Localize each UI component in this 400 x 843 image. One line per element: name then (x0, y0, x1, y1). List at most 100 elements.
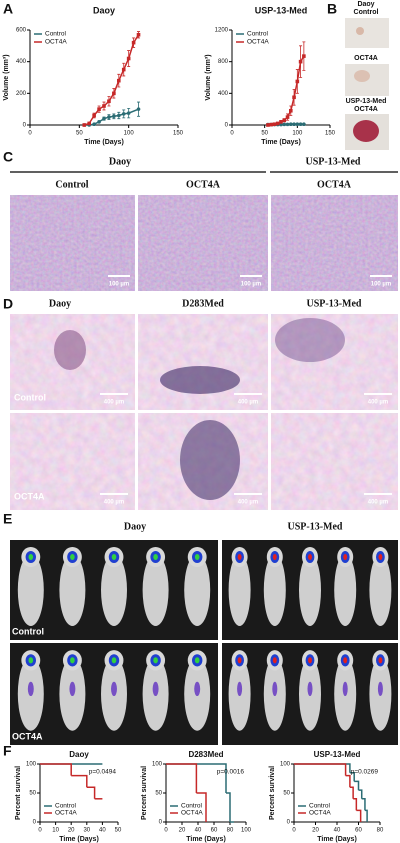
data-point (285, 122, 290, 127)
mouse (334, 554, 357, 626)
legend-label: OCT4A (247, 39, 269, 46)
scale-bars: 400 µm 400 µm 400 µm 400 µm 400 µm 400 µ… (100, 393, 392, 506)
legend-label: OCT4A (55, 810, 77, 817)
data-point (298, 59, 303, 64)
column-header: D283Med (182, 298, 224, 309)
column-header: OCT4A (186, 179, 221, 190)
histology-image (138, 314, 268, 410)
signal (237, 681, 243, 697)
y-axis-label: Percent survival (15, 766, 22, 820)
x-tick-label: 50 (76, 131, 83, 137)
mouse (101, 554, 127, 626)
legend-label: Control (309, 803, 331, 810)
panel-label: C (3, 149, 13, 165)
mouse (228, 554, 251, 626)
data-point (131, 40, 136, 45)
signal-core (308, 554, 312, 560)
series-line (84, 34, 140, 126)
column-header: Control (55, 179, 88, 190)
legend-label: Control (55, 803, 77, 810)
column-header: Daoy (124, 521, 146, 532)
signal-core (70, 554, 75, 560)
tumor-region (275, 318, 345, 362)
signal (69, 681, 76, 697)
data-point (121, 67, 126, 72)
panel-label: E (3, 511, 12, 527)
legend-label: Control (247, 31, 269, 38)
signal-core (28, 657, 34, 664)
y-tick-label: 400 (16, 59, 27, 65)
photo-group: USP-13-Med (346, 98, 387, 105)
y-axis-label: Percent survival (269, 766, 276, 820)
y-tick-label: 0 (33, 820, 37, 826)
y-tick-label: 0 (159, 820, 163, 826)
data-point (295, 122, 300, 127)
mouse (263, 554, 286, 626)
row-label: OCT4A (14, 491, 45, 501)
data-point (107, 99, 111, 104)
group-header: Daoy (109, 156, 131, 167)
y-tick-label: 50 (283, 791, 290, 797)
mouse (17, 554, 44, 626)
photo-group: Daoy (357, 1, 374, 8)
signal-core (378, 554, 383, 560)
signal-core (378, 657, 383, 664)
x-tick-label: 80 (377, 828, 384, 834)
x-tick-label: 0 (164, 828, 168, 834)
data-point (136, 107, 141, 111)
signal-core (153, 657, 158, 664)
x-tick-label: 0 (28, 131, 32, 137)
photo-label: OCT4A (354, 55, 378, 62)
signal-core (237, 657, 242, 664)
signal-core (153, 554, 158, 560)
scale-label: 100 µm (371, 282, 391, 288)
x-tick-label: 20 (312, 828, 319, 834)
legend-label: Control (181, 803, 203, 810)
survival-step (294, 763, 347, 776)
data-point (302, 122, 306, 127)
mouse (142, 554, 169, 626)
x-tick-label: 20 (179, 828, 186, 834)
p-value: p=0.0269 (351, 769, 379, 776)
x-tick-label: 40 (334, 828, 341, 834)
tumor (356, 27, 364, 35)
y-tick-label: 100 (280, 762, 291, 768)
signal (152, 681, 159, 697)
signal-core (111, 554, 117, 560)
mouse (184, 554, 211, 626)
signal-core (70, 657, 75, 664)
x-axis-label: Time (Days) (317, 836, 357, 843)
data-point (92, 113, 96, 118)
signal (111, 681, 117, 697)
y-tick-label: 600 (16, 28, 27, 34)
signal-core (308, 657, 312, 664)
y-tick-label: 0 (287, 820, 291, 826)
x-tick-label: 20 (68, 828, 75, 834)
x-axis-label: Time (Days) (59, 836, 99, 843)
mouse (299, 554, 321, 626)
tumor-photo (345, 18, 389, 48)
tumor-region (54, 330, 86, 370)
x-axis-label: Time (Days) (261, 139, 301, 146)
data-point (285, 115, 290, 119)
x-tick-label: 80 (227, 828, 234, 834)
scale-label: 400 µm (238, 400, 258, 406)
data-point (266, 123, 270, 127)
survival-step (226, 792, 231, 822)
signal (342, 681, 348, 697)
x-tick-label: 50 (261, 131, 268, 137)
y-axis-label: Percent survival (141, 766, 148, 820)
data-point (97, 120, 101, 124)
signal-core (343, 657, 348, 664)
photo-label: OCT4A (354, 106, 378, 113)
scale-label: 400 µm (104, 500, 124, 506)
p-value: p=0.0016 (217, 769, 245, 776)
y-tick-label: 50 (155, 791, 162, 797)
scale-label: 400 µm (104, 400, 124, 406)
x-tick-label: 100 (241, 828, 252, 834)
signal (27, 681, 34, 697)
data-point (87, 121, 91, 126)
survival-step (196, 792, 207, 822)
data-point (107, 115, 111, 119)
